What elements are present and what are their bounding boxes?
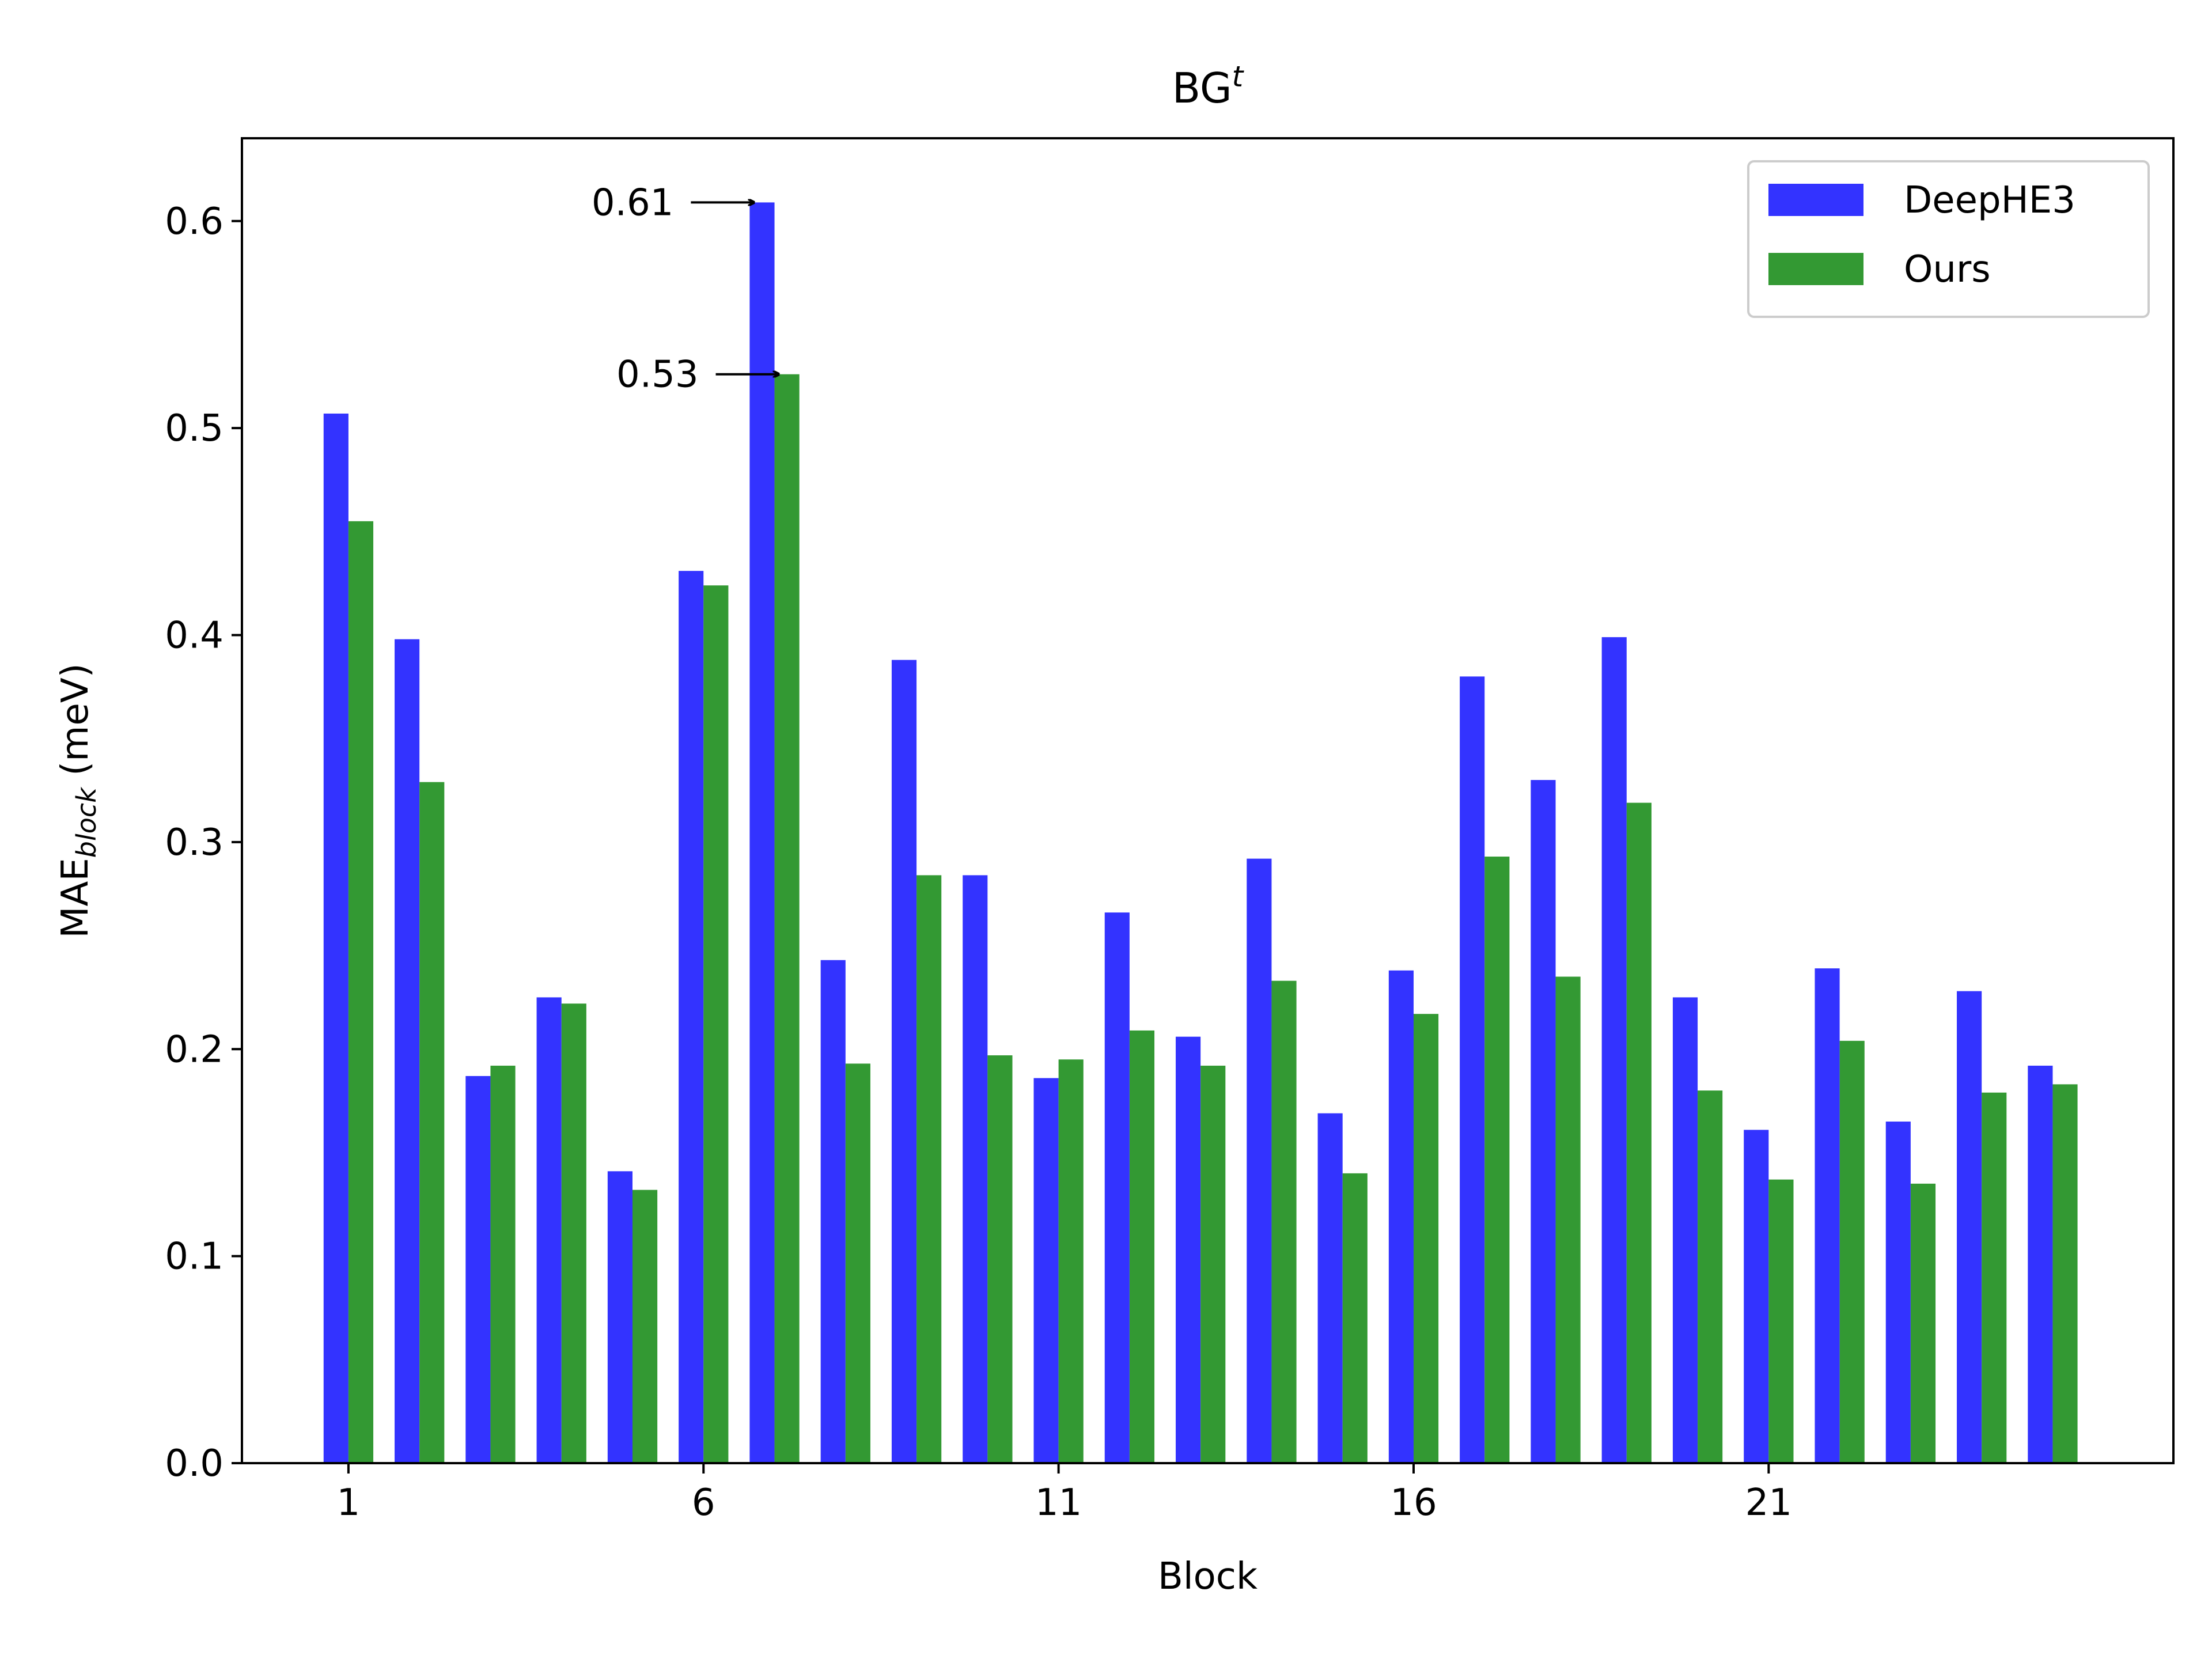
bar-deephe3-15 bbox=[1317, 1113, 1343, 1463]
annotations-layer: 0.61 0.53 bbox=[592, 181, 779, 396]
bar-ours-21 bbox=[1768, 1179, 1794, 1463]
bar-deephe3-8 bbox=[820, 960, 846, 1463]
bar-deephe3-14 bbox=[1247, 858, 1272, 1463]
bar-ours-13 bbox=[1200, 1066, 1226, 1463]
bar-ours-12 bbox=[1129, 1030, 1155, 1463]
bar-ours-1 bbox=[348, 521, 374, 1463]
bar-deephe3-2 bbox=[395, 639, 420, 1463]
chart-title-main: BG bbox=[1172, 64, 1232, 112]
bar-ours-8 bbox=[845, 1063, 870, 1463]
bar-ours-15 bbox=[1342, 1173, 1368, 1463]
bar-ours-4 bbox=[561, 1003, 586, 1463]
bar-ours-24 bbox=[1982, 1092, 2007, 1463]
annotation-label: 0.61 bbox=[592, 181, 674, 224]
bar-ours-14 bbox=[1271, 980, 1297, 1463]
bars-layer bbox=[323, 202, 2078, 1463]
ticks-layer: 1 6 11 16 210.00.10.20.30.40.50.6 bbox=[165, 200, 1792, 1524]
bar-deephe3-25 bbox=[2028, 1066, 2053, 1463]
bar-deephe3-1 bbox=[323, 413, 349, 1463]
bar-deephe3-11 bbox=[1033, 1078, 1059, 1463]
bar-deephe3-19 bbox=[1601, 637, 1627, 1463]
bar-deephe3-3 bbox=[465, 1075, 491, 1463]
y-tick-label: 0.6 bbox=[165, 200, 224, 243]
bar-ours-25 bbox=[2052, 1084, 2078, 1463]
bar-ours-11 bbox=[1058, 1059, 1084, 1463]
x-tick-label: 6 bbox=[692, 1482, 715, 1524]
bar-deephe3-16 bbox=[1388, 970, 1414, 1463]
bar-ours-23 bbox=[1910, 1183, 1936, 1463]
x-axis-label: Block bbox=[1158, 1555, 1257, 1598]
bar-ours-7 bbox=[774, 374, 800, 1463]
legend-label-deephe3: DeepHE3 bbox=[1904, 179, 2075, 222]
bar-deephe3-23 bbox=[1885, 1122, 1911, 1463]
bar-deephe3-17 bbox=[1460, 676, 1485, 1463]
bar-ours-16 bbox=[1413, 1014, 1439, 1463]
bar-deephe3-18 bbox=[1531, 780, 1556, 1463]
y-axis-label-unit: (meV) bbox=[54, 663, 97, 787]
bar-ours-3 bbox=[490, 1066, 516, 1463]
bar-deephe3-10 bbox=[963, 875, 988, 1463]
bar-deephe3-6 bbox=[679, 571, 704, 1463]
legend-swatch-deephe3 bbox=[1768, 184, 1863, 216]
legend-swatch-ours bbox=[1768, 253, 1863, 285]
bar-ours-22 bbox=[1839, 1040, 1865, 1463]
y-tick-label: 0.5 bbox=[165, 407, 224, 450]
y-tick-label: 0.1 bbox=[165, 1236, 224, 1278]
bar-deephe3-4 bbox=[536, 997, 562, 1463]
bar-deephe3-7 bbox=[749, 202, 775, 1463]
bar-ours-5 bbox=[632, 1190, 658, 1463]
y-axis-label-main: MAE bbox=[54, 858, 97, 938]
bar-ours-20 bbox=[1698, 1090, 1723, 1463]
bar-deephe3-22 bbox=[1815, 968, 1840, 1463]
plot-area-frame bbox=[241, 137, 2175, 1464]
y-tick-label: 0.3 bbox=[165, 821, 224, 864]
bar-ours-19 bbox=[1626, 802, 1652, 1463]
bar-ours-18 bbox=[1555, 976, 1581, 1463]
bar-ours-6 bbox=[703, 585, 729, 1463]
legend-label-ours: Ours bbox=[1904, 248, 1991, 291]
y-tick-label: 0.0 bbox=[165, 1442, 224, 1485]
x-tick-label: 21 bbox=[1745, 1482, 1792, 1524]
y-tick-label: 0.2 bbox=[165, 1028, 224, 1071]
x-tick-label: 11 bbox=[1035, 1482, 1082, 1524]
x-tick-label: 16 bbox=[1390, 1482, 1437, 1524]
y-tick-label: 0.4 bbox=[165, 615, 224, 657]
bar-deephe3-12 bbox=[1104, 912, 1130, 1463]
y-axis-label: MAEblock (meV) bbox=[54, 663, 102, 938]
bar-deephe3-5 bbox=[607, 1171, 632, 1463]
bar-deephe3-24 bbox=[1957, 991, 1982, 1463]
chart-title-superscript: t bbox=[1232, 60, 1245, 93]
bar-ours-2 bbox=[419, 782, 445, 1463]
bar-deephe3-9 bbox=[891, 660, 917, 1463]
bar-deephe3-20 bbox=[1672, 997, 1698, 1463]
annotation-label: 0.53 bbox=[616, 354, 699, 396]
bar-ours-17 bbox=[1484, 857, 1510, 1463]
chart-title: BGt bbox=[1172, 60, 1245, 112]
legend: DeepHE3 Ours bbox=[1747, 160, 2150, 318]
x-tick-label: 1 bbox=[337, 1482, 361, 1524]
bar-deephe3-21 bbox=[1744, 1130, 1769, 1463]
bar-ours-9 bbox=[916, 875, 942, 1463]
y-axis-label-subscript: block bbox=[71, 786, 102, 858]
bar-deephe3-13 bbox=[1176, 1036, 1201, 1463]
bar-ours-10 bbox=[987, 1055, 1013, 1463]
